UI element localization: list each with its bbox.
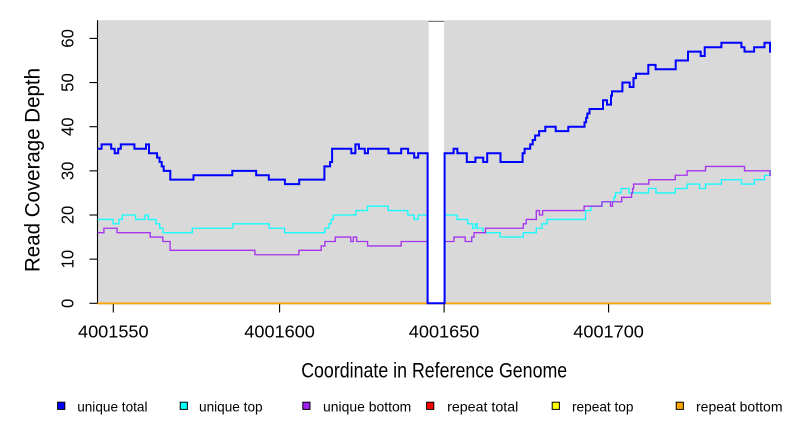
svg-text:repeat bottom: repeat bottom — [696, 399, 783, 414]
svg-text:unique total: unique total — [77, 399, 147, 414]
svg-text:10: 10 — [58, 250, 78, 269]
svg-text:4001700: 4001700 — [573, 322, 644, 342]
svg-text:repeat top: repeat top — [572, 399, 634, 414]
svg-text:Read Coverage Depth: Read Coverage Depth — [20, 68, 45, 272]
svg-text:30: 30 — [58, 162, 78, 181]
svg-text:40: 40 — [58, 117, 78, 136]
svg-text:50: 50 — [58, 73, 78, 92]
svg-text:Coordinate in Reference Genome: Coordinate in Reference Genome — [301, 357, 567, 382]
svg-text:unique top: unique top — [199, 399, 263, 414]
svg-text:4001600: 4001600 — [244, 322, 315, 342]
svg-text:20: 20 — [58, 206, 78, 225]
svg-text:4001550: 4001550 — [78, 322, 149, 342]
svg-text:repeat total: repeat total — [447, 399, 518, 414]
svg-text:0: 0 — [58, 299, 78, 308]
svg-text:unique bottom: unique bottom — [323, 399, 411, 414]
svg-text:4001650: 4001650 — [409, 322, 480, 342]
svg-text:60: 60 — [58, 29, 78, 48]
